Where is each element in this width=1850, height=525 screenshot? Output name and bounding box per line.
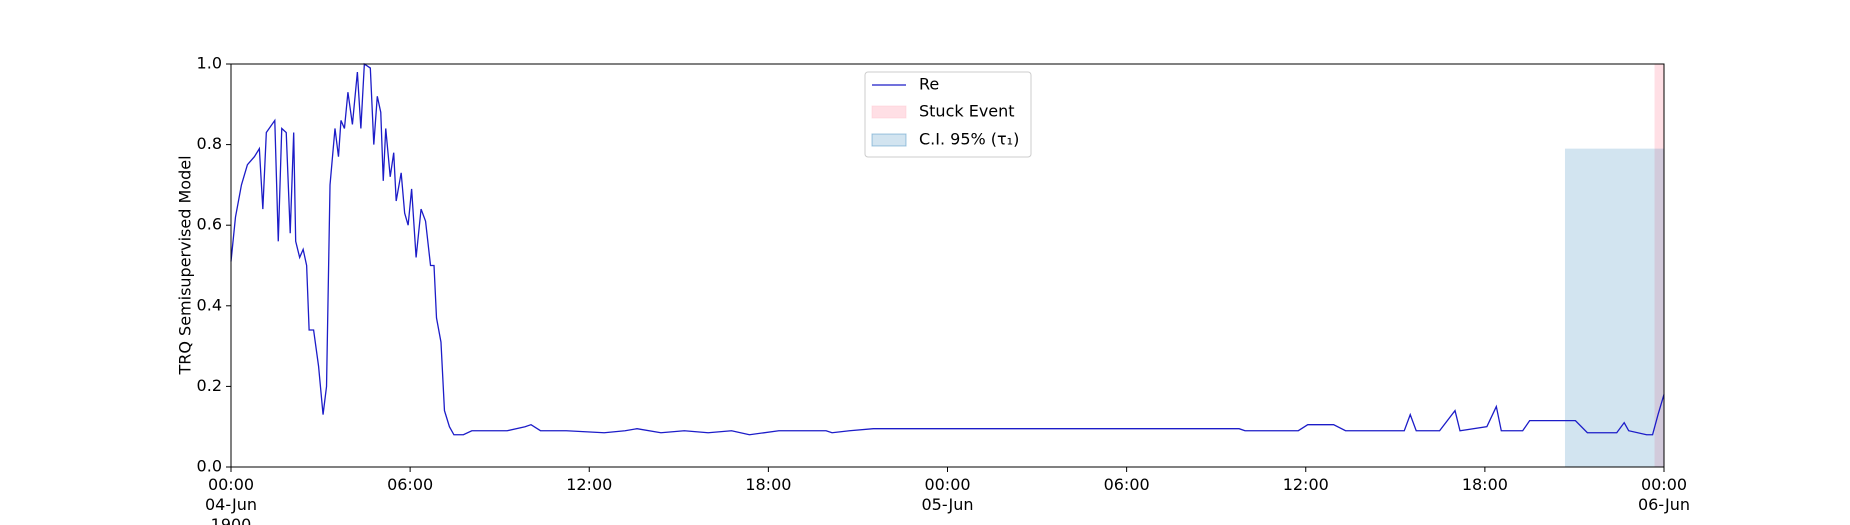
legend-label: C.I. 95% (τ₁) xyxy=(919,130,1019,149)
legend-handle xyxy=(871,105,907,119)
x-tick-label: 18:00 xyxy=(1461,475,1508,494)
legend-label: Stuck Event xyxy=(919,102,1015,121)
x-tick-label: 00:00 05-Jun xyxy=(921,475,974,514)
legend-label: Re xyxy=(919,75,939,94)
x-tick-label: 06:00 xyxy=(387,475,434,494)
x-tick-label: 18:00 xyxy=(745,475,792,494)
data-line xyxy=(230,62,1665,436)
y-tick-label: 0.4 xyxy=(197,295,222,314)
x-tick-label: 06:00 xyxy=(1103,475,1150,494)
span xyxy=(1654,64,1664,467)
y-tick-label: 0.0 xyxy=(197,457,222,476)
legend: Re Stuck Event C.I. 95% (τ₁) xyxy=(864,71,1032,158)
span xyxy=(1564,148,1664,467)
x-tick-label: 12:00 xyxy=(1282,475,1329,494)
x-tick-label: 12:00 xyxy=(566,475,613,494)
y-tick-label: 0.2 xyxy=(197,376,222,395)
x-tick-label: 00:00 04-Jun 1900 xyxy=(204,475,258,525)
y-tick-label: 1.0 xyxy=(197,54,222,73)
y-tick-label: 0.8 xyxy=(197,134,222,153)
x-tick-label: 00:00 06-Jun xyxy=(1637,475,1691,514)
legend-frame xyxy=(864,71,1032,158)
y-axis-label: TRQ Semisupervised Model xyxy=(176,155,195,375)
legend-handle xyxy=(871,133,907,147)
y-tick-label: 0.6 xyxy=(197,215,222,234)
